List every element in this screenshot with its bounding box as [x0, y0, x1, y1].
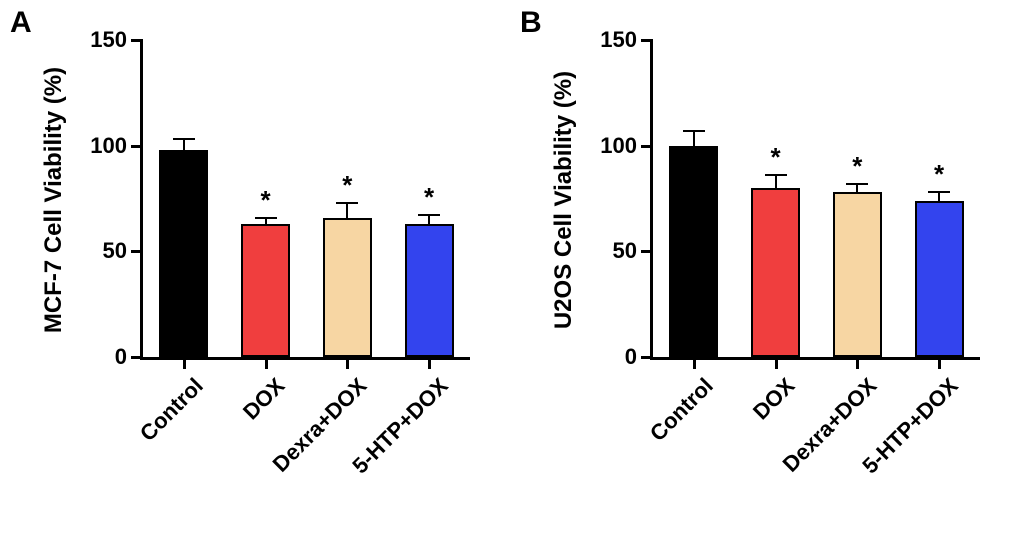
error-bar [938, 192, 940, 200]
figure: A MCF-7 Cell Viability (%) 050100150Cont… [0, 0, 1020, 545]
error-cap [418, 214, 440, 216]
error-cap [255, 217, 277, 219]
significance-marker: * [342, 170, 352, 201]
significance-marker: * [261, 185, 271, 216]
y-tick [641, 250, 653, 253]
y-tick [641, 145, 653, 148]
error-cap [928, 191, 950, 193]
significance-marker: * [424, 182, 434, 213]
bar [669, 146, 718, 357]
error-cap [336, 202, 358, 204]
y-tick [131, 250, 143, 253]
y-tick-label: 150 [600, 27, 637, 53]
error-bar [693, 131, 695, 146]
x-tick-label: DOX [748, 373, 800, 425]
error-bar [775, 175, 777, 188]
error-bar [183, 139, 185, 150]
error-cap [765, 174, 787, 176]
bar [751, 188, 800, 357]
y-tick [131, 39, 143, 42]
bar [915, 201, 964, 357]
bar-slot: * [751, 40, 800, 357]
bar [241, 224, 290, 357]
x-tick [346, 357, 349, 369]
error-bar [428, 215, 430, 223]
y-tick [641, 39, 653, 42]
significance-marker: * [934, 159, 944, 190]
bar [323, 218, 372, 357]
y-tick-label: 50 [613, 238, 637, 264]
error-cap [846, 183, 868, 185]
x-tick [775, 357, 778, 369]
panel-a: A MCF-7 Cell Viability (%) 050100150Cont… [0, 0, 510, 545]
panel-b: B U2OS Cell Viability (%) 050100150Contr… [510, 0, 1020, 545]
x-tick-label: Control [135, 373, 209, 447]
y-tick [131, 356, 143, 359]
y-tick-label: 0 [115, 344, 127, 370]
y-tick-label: 0 [625, 344, 637, 370]
significance-marker: * [771, 142, 781, 173]
bar [833, 192, 882, 357]
x-tick [693, 357, 696, 369]
bar [159, 150, 208, 357]
y-tick [131, 145, 143, 148]
significance-marker: * [852, 151, 862, 182]
x-tick [428, 357, 431, 369]
error-bar [346, 203, 348, 218]
bar-slot: * [323, 40, 372, 357]
y-tick-label: 100 [90, 133, 127, 159]
x-tick [938, 357, 941, 369]
plot-area-a: 050100150Control*DOX*Dexra+DOX*5-HTP+DOX [140, 40, 470, 360]
y-tick-label: 100 [600, 133, 637, 159]
bar-slot: * [241, 40, 290, 357]
y-axis-label-a: MCF-7 Cell Viability (%) [40, 40, 80, 360]
x-tick [856, 357, 859, 369]
panel-label-a: A [10, 6, 32, 40]
error-bar [856, 184, 858, 192]
x-tick [183, 357, 186, 369]
x-tick-label: DOX [238, 373, 290, 425]
bar-slot [669, 40, 718, 357]
x-tick-label: Control [645, 373, 719, 447]
y-tick-label: 50 [103, 238, 127, 264]
bar-slot: * [405, 40, 454, 357]
bar-slot: * [915, 40, 964, 357]
bar-slot [159, 40, 208, 357]
error-cap [683, 130, 705, 132]
plot-area-b: 050100150Control*DOX*Dexra+DOX*5-HTP+DOX [650, 40, 980, 360]
y-axis-label-b: U2OS Cell Viability (%) [550, 40, 590, 360]
y-tick [641, 356, 653, 359]
y-tick-label: 150 [90, 27, 127, 53]
bar [405, 224, 454, 357]
error-cap [173, 138, 195, 140]
x-tick [265, 357, 268, 369]
panel-label-b: B [520, 6, 542, 40]
bar-slot: * [833, 40, 882, 357]
